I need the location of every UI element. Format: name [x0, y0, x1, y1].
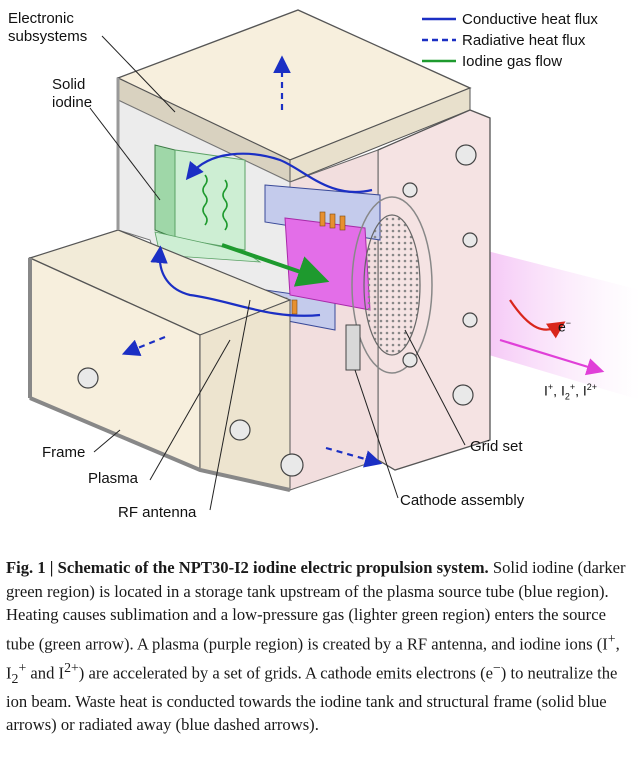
label-iodine-ions: I+, I2+, I2+	[544, 382, 598, 402]
caption-divider	[6, 546, 634, 547]
radiative-heat-arrow-right	[325, 446, 383, 468]
electron-arrow	[509, 299, 566, 339]
figure-caption: Fig. 1 | Schematic of the NPT30-I2 iodin…	[6, 558, 626, 735]
thruster-schematic-drawing	[28, 9, 640, 511]
label-plasma: Plasma	[88, 470, 139, 487]
cathode-assembly	[345, 324, 361, 371]
solid-iodine-region	[154, 144, 176, 239]
iodine-squiggle	[202, 174, 208, 226]
thruster-schematic-figure: Conductive heat flux Radiative heat flux…	[8, 9, 640, 521]
label-rf-antenna: RF antenna	[118, 504, 197, 521]
conductive-heat-arrow-upper	[185, 152, 373, 193]
label-grid-set: Grid set	[470, 438, 523, 455]
label-frame: Frame	[42, 444, 86, 461]
legend-iodine-gas: Iodine gas flow	[462, 51, 562, 71]
legend-radiative: Radiative heat flux	[462, 30, 585, 50]
frame-rail	[29, 396, 291, 492]
leader-lines	[89, 35, 466, 511]
label-electronic-subsystems-line2: subsystems	[8, 28, 88, 45]
label-electron: e−	[558, 318, 572, 335]
caption-title: Schematic of the NPT30-I2 iodine electri…	[57, 558, 489, 577]
label-solid-iodine-line1: Solid	[52, 76, 86, 93]
mounting-bolts	[77, 144, 478, 477]
iodine-gas-region	[174, 149, 246, 251]
iodine-gas-flow-arrow	[221, 243, 330, 287]
plasma-region	[284, 217, 371, 311]
legend-radiative-text: Radiative heat flux	[462, 31, 586, 49]
label-solid-iodine-line2: iodine	[52, 94, 93, 111]
conductive-heat-arrow-lower	[150, 245, 321, 317]
caption-fig-label: Fig. 1 |	[6, 558, 58, 577]
legend-iodine-gas-text: Iodine gas flow	[462, 52, 563, 70]
grid-set	[363, 214, 421, 356]
legend-conductive: Conductive heat flux	[462, 9, 598, 29]
radiative-heat-arrow-left	[121, 335, 166, 357]
ion-beam-arrow	[499, 338, 605, 376]
legend-conductive-text: Conductive heat flux	[462, 10, 598, 28]
label-cathode-assembly: Cathode assembly	[400, 492, 525, 509]
label-electronic-subsystems-line1: Electronic	[8, 10, 74, 27]
